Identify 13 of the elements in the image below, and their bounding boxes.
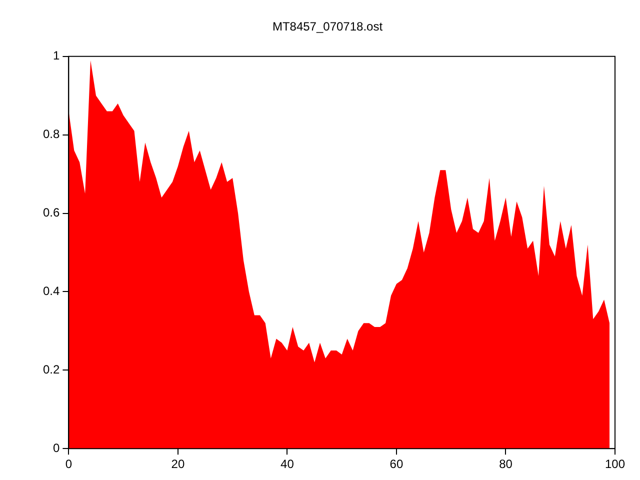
y-tick-label: 0.4 [42, 284, 60, 298]
y-tick-label: 1 [52, 48, 60, 63]
y-tick-label: 0.8 [42, 127, 60, 142]
x-tick-label: 20 [171, 457, 185, 472]
x-tick-label: 100 [604, 457, 626, 472]
y-tick-label: 0 [52, 440, 60, 455]
y-tick-label: 0.6 [42, 206, 60, 220]
x-tick-label: 80 [499, 457, 513, 472]
x-tick-label: 40 [280, 457, 294, 472]
chart-title: MT8457_070718.ost [272, 20, 384, 34]
y-tick-label: 0.2 [42, 362, 60, 376]
x-tick-label: 0 [65, 457, 72, 472]
x-tick-label: 60 [390, 457, 404, 472]
